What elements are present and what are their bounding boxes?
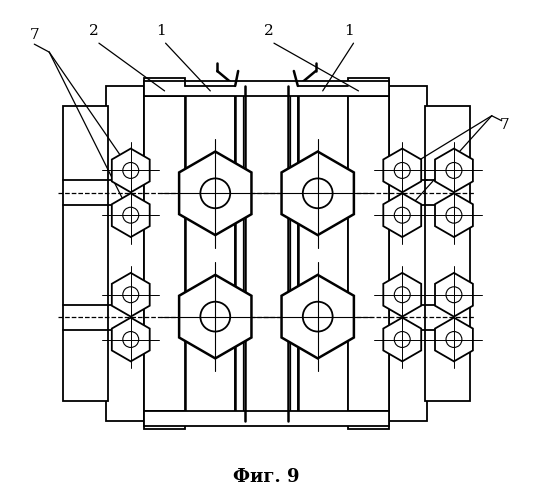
Text: Фиг. 9: Фиг. 9 [233, 468, 299, 485]
Circle shape [446, 162, 462, 178]
Circle shape [123, 207, 139, 223]
Polygon shape [383, 148, 421, 192]
Polygon shape [383, 194, 421, 237]
Text: 7: 7 [500, 118, 510, 132]
Circle shape [123, 332, 139, 347]
Text: 1: 1 [344, 24, 353, 38]
Bar [106, 86, 144, 421]
Polygon shape [112, 273, 150, 316]
Polygon shape [435, 273, 473, 316]
Bar [144, 78, 185, 96]
Polygon shape [281, 275, 354, 358]
Polygon shape [281, 152, 354, 235]
Circle shape [446, 207, 462, 223]
Bar [348, 96, 389, 411]
Text: 2: 2 [264, 24, 274, 38]
Circle shape [200, 178, 230, 208]
Circle shape [123, 287, 139, 302]
Circle shape [446, 287, 462, 302]
Bar [144, 411, 389, 426]
Polygon shape [383, 273, 421, 316]
Bar [298, 86, 348, 421]
Bar [348, 78, 389, 96]
Bar [144, 411, 185, 429]
Circle shape [200, 302, 230, 332]
Polygon shape [112, 194, 150, 237]
Polygon shape [112, 148, 150, 192]
Text: 2: 2 [89, 24, 99, 38]
Bar [63, 106, 108, 401]
Polygon shape [435, 148, 473, 192]
Polygon shape [112, 318, 150, 362]
Polygon shape [179, 152, 252, 235]
Circle shape [394, 162, 410, 178]
Circle shape [394, 332, 410, 347]
Circle shape [394, 207, 410, 223]
Bar [425, 106, 470, 401]
Circle shape [303, 302, 333, 332]
Circle shape [303, 178, 333, 208]
Bar [144, 81, 389, 96]
Circle shape [123, 162, 139, 178]
Bar [389, 86, 427, 421]
Bar [144, 96, 185, 411]
Polygon shape [435, 194, 473, 237]
Bar [348, 411, 389, 429]
Circle shape [394, 287, 410, 302]
Polygon shape [383, 318, 421, 362]
Text: 1: 1 [156, 24, 165, 38]
Polygon shape [435, 318, 473, 362]
Circle shape [446, 332, 462, 347]
Bar [185, 86, 235, 421]
Text: 7: 7 [29, 28, 39, 42]
Polygon shape [179, 275, 252, 358]
